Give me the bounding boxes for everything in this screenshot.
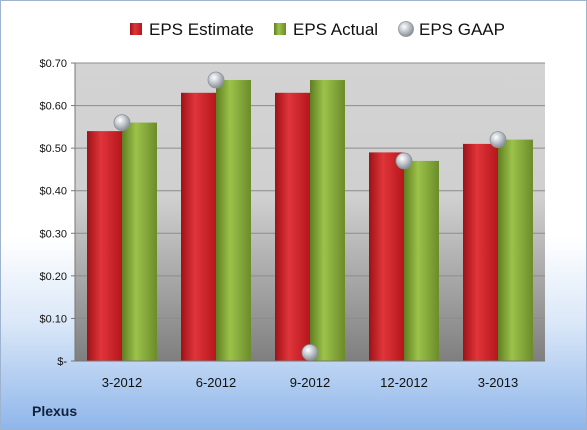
- y-tick-label: $0.10: [39, 313, 67, 325]
- actual-bar: [122, 122, 157, 361]
- estimate-bar: [275, 92, 310, 362]
- company-name: Plexus: [32, 403, 78, 419]
- y-axis: $- $0.10 $0.20 $0.30 $0.40 $0.50 $0.60 $0.70: [39, 58, 76, 368]
- gaap-marker: [207, 71, 225, 89]
- actual-bar: [216, 80, 251, 362]
- y-tick-label: $0.30: [39, 228, 67, 240]
- legend-label: EPS Estimate: [149, 20, 254, 39]
- legend-label: EPS Actual: [293, 20, 378, 39]
- bars: [87, 80, 533, 362]
- y-tick-label: $0.60: [39, 101, 67, 113]
- gaap-marker: [113, 114, 131, 131]
- legend-label: EPS GAAP: [419, 20, 505, 39]
- gaap-marker: [395, 152, 413, 170]
- actual-bar: [310, 80, 345, 362]
- actual-bar: [498, 139, 533, 361]
- gaap-markers: [113, 71, 507, 361]
- x-tick-label: 3-2012: [102, 375, 142, 390]
- estimate-bar: [463, 143, 498, 361]
- x-tick-label: 3-2013: [478, 375, 518, 390]
- y-tick-label: $-: [57, 356, 67, 368]
- gaap-marker: [489, 131, 507, 149]
- x-axis: 3-2012 6-2012 9-2012 12-2012 3-2013: [75, 360, 545, 390]
- y-tick-label: $0.20: [39, 271, 67, 283]
- legend: EPS Estimate EPS Actual EPS GAAP: [130, 20, 505, 39]
- legend-estimate-swatch: [130, 23, 142, 35]
- estimate-bar: [369, 152, 404, 361]
- y-tick-label: $0.40: [39, 186, 67, 198]
- x-tick-label: 6-2012: [196, 375, 236, 390]
- y-tick-label: $0.70: [39, 58, 67, 70]
- y-tick-label: $0.50: [39, 143, 67, 155]
- actual-bar: [404, 160, 439, 361]
- x-tick-label: 12-2012: [380, 375, 428, 390]
- x-tick-label: 9-2012: [290, 375, 330, 390]
- legend-gaap-swatch: [398, 21, 414, 37]
- estimate-bar: [87, 131, 122, 361]
- gaap-marker: [301, 344, 319, 361]
- legend-actual-swatch: [274, 23, 286, 35]
- estimate-bar: [181, 92, 216, 362]
